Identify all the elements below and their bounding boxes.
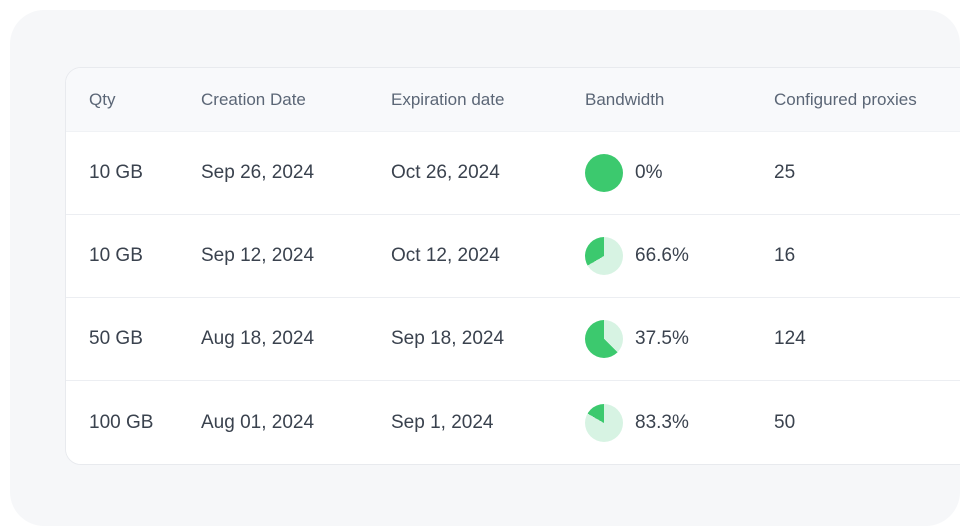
bandwidth-percent: 37.5%: [635, 328, 689, 349]
bandwidth-cell: 66.6%: [585, 237, 774, 275]
bandwidth-cell: 83.3%: [585, 403, 774, 442]
bandwidth-pie-icon: [585, 154, 623, 192]
configured-proxies-cell: 25: [774, 162, 796, 183]
table-row[interactable]: 50 GB Aug 18, 2024 Sep 18, 2024 37.5% 12…: [66, 298, 960, 381]
bandwidth-pie-icon: [585, 403, 623, 442]
content-panel: Qty Creation Date Expiration date Bandwi…: [10, 10, 960, 526]
creation-date-cell: Sep 12, 2024: [201, 245, 315, 266]
creation-date-cell: Aug 18, 2024: [201, 328, 315, 349]
data-plans-table: Qty Creation Date Expiration date Bandwi…: [65, 67, 960, 465]
column-header-qty: Qty: [89, 89, 116, 109]
column-header-expiration-date: Expiration date: [391, 89, 505, 109]
bandwidth-percent: 66.6%: [635, 245, 689, 266]
expiration-date-cell: Sep 1, 2024: [391, 411, 494, 433]
qty-cell: 50 GB: [89, 328, 143, 349]
column-header-bandwidth: Bandwidth: [585, 89, 665, 109]
column-header-configured-proxies: Configured proxies: [774, 89, 917, 109]
qty-cell: 100 GB: [89, 411, 154, 433]
configured-proxies-cell: 124: [774, 328, 806, 349]
bandwidth-percent: 83.3%: [635, 411, 689, 433]
bandwidth-cell: 37.5%: [585, 320, 774, 358]
qty-cell: 10 GB: [89, 245, 143, 266]
expiration-date-cell: Sep 18, 2024: [391, 328, 505, 349]
expiration-date-cell: Oct 26, 2024: [391, 162, 500, 183]
bandwidth-pie-icon: [585, 320, 623, 358]
creation-date-cell: Sep 26, 2024: [201, 162, 315, 183]
table-row[interactable]: 100 GB Aug 01, 2024 Sep 1, 2024 83.3% 50: [66, 381, 960, 464]
bandwidth-percent: 0%: [635, 162, 663, 183]
column-header-creation-date: Creation Date: [201, 89, 306, 109]
bandwidth-pie-icon: [585, 237, 623, 275]
qty-cell: 10 GB: [89, 162, 143, 183]
table-row[interactable]: 10 GB Sep 12, 2024 Oct 12, 2024 66.6% 16: [66, 215, 960, 298]
creation-date-cell: Aug 01, 2024: [201, 411, 315, 433]
bandwidth-cell: 0%: [585, 154, 774, 192]
configured-proxies-cell: 50: [774, 411, 796, 433]
table-row[interactable]: 10 GB Sep 26, 2024 Oct 26, 2024 0% 25: [66, 132, 960, 215]
table-header-row: Qty Creation Date Expiration date Bandwi…: [66, 68, 960, 132]
expiration-date-cell: Oct 12, 2024: [391, 245, 500, 266]
configured-proxies-cell: 16: [774, 245, 796, 266]
